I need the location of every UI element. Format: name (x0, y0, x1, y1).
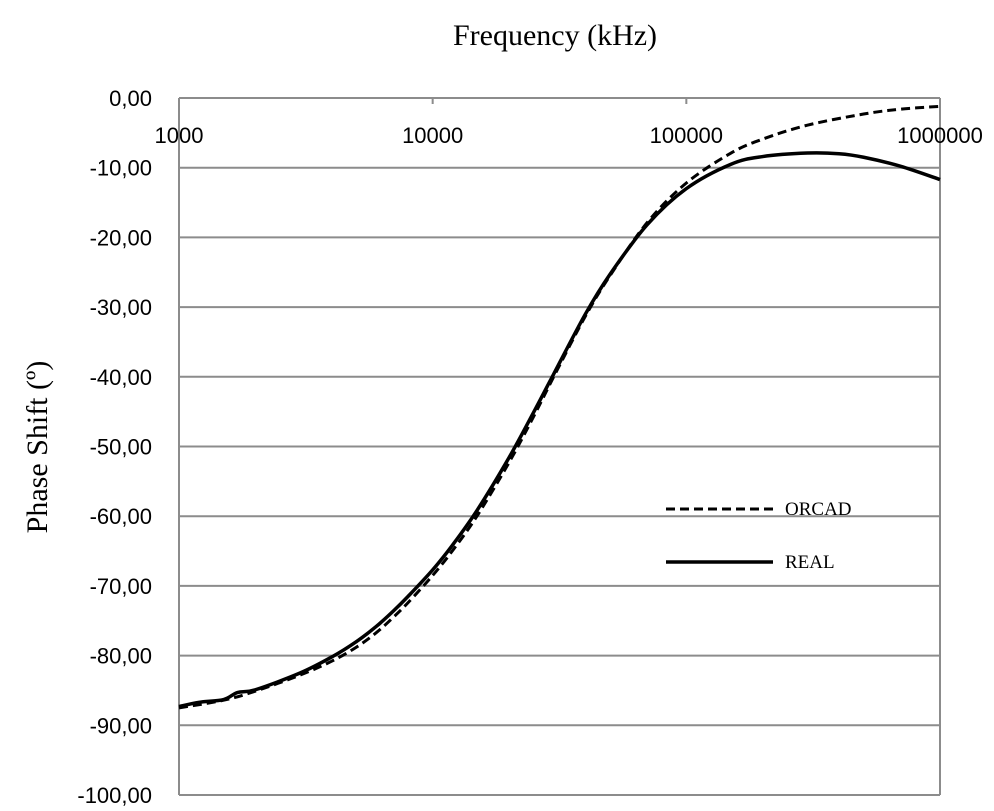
y-tick-label: -100,00 (77, 783, 152, 808)
gridlines (178, 97, 941, 796)
x-tick-label: 100000 (650, 123, 723, 148)
y-axis-title: Phase Shift (º) (21, 361, 54, 534)
x-tick-labels: 1000 10000 100000 1000000 (155, 98, 983, 148)
series-lines (178, 104, 941, 710)
y-tick-label: -70,00 (90, 574, 152, 599)
legend: ORCAD REAL (666, 499, 852, 573)
y-tick-label: 0,00 (109, 86, 152, 111)
y-tick-label: -60,00 (90, 504, 152, 529)
x-axis-title: Frequency (kHz) (453, 19, 657, 52)
x-tick-label: 10000 (402, 123, 463, 148)
y-tick-label: -90,00 (90, 713, 152, 738)
y-tick-label: -50,00 (90, 435, 152, 460)
series-line-orcad (178, 104, 941, 710)
series-line-real (178, 151, 941, 709)
y-tick-label: -80,00 (90, 644, 152, 669)
x-tick-label: 1000000 (897, 123, 983, 148)
y-tick-label: -40,00 (90, 365, 152, 390)
y-tick-label: -30,00 (90, 295, 152, 320)
y-tick-label: -20,00 (90, 225, 152, 250)
y-tick-labels: 0,00 -10,00 -20,00 -30,00 -40,00 -50,00 -60,00… (77, 86, 152, 808)
y-tick-label: -10,00 (90, 156, 152, 181)
legend-label-real: REAL (785, 552, 835, 573)
legend-label-orcad: ORCAD (785, 499, 852, 520)
x-tick-label: 1000 (155, 123, 204, 148)
